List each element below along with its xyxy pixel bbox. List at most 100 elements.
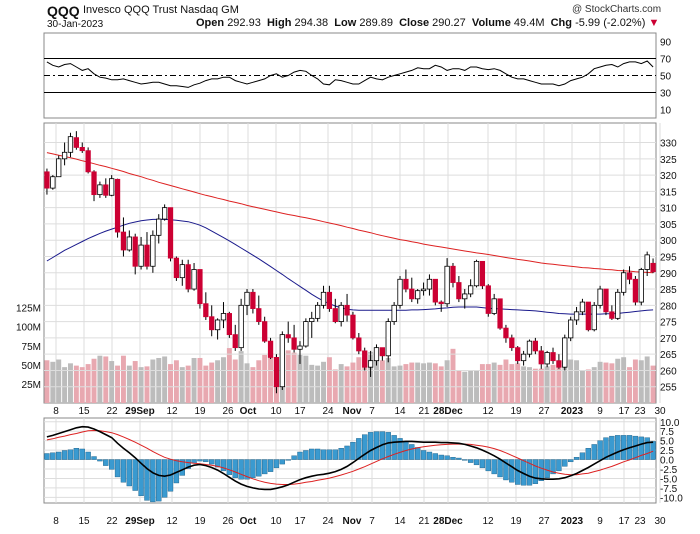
candle-body <box>438 301 444 305</box>
candle-body <box>156 218 162 236</box>
volume-bar <box>362 357 368 403</box>
candle-body <box>373 347 380 362</box>
rsi-tick-label: 90 <box>660 38 672 49</box>
candle-body <box>332 308 338 323</box>
low-label: Low <box>334 17 357 29</box>
price-x-tick-label: 26 <box>222 406 234 417</box>
candle-body <box>532 340 539 352</box>
volume-bar <box>232 359 238 403</box>
candle-body <box>344 304 350 316</box>
volume-bar <box>303 355 309 403</box>
volume-bar <box>132 361 138 403</box>
volume-bar <box>515 363 521 403</box>
volume-bar <box>503 359 509 403</box>
candle-body <box>650 262 656 273</box>
macd-x-tick-label: 12 <box>166 516 178 527</box>
volume-bar <box>50 361 56 403</box>
candle-body <box>426 278 433 290</box>
volume-bar <box>379 360 385 403</box>
candle-body <box>267 340 274 358</box>
candle-body <box>91 171 97 196</box>
candle-body <box>309 317 315 323</box>
price-x-tick-label: 12 <box>482 406 494 417</box>
macd-histogram-bar <box>438 454 444 460</box>
price-x-tick-label: 2023 <box>561 406 584 417</box>
volume-bar <box>485 364 491 403</box>
macd-histogram-bar <box>214 459 221 468</box>
volume-bar <box>638 360 644 403</box>
candle-body <box>126 236 132 251</box>
macd-histogram-bar <box>256 459 262 477</box>
price-x-tick-label: 7 <box>369 406 375 417</box>
volume-bar <box>344 366 350 403</box>
candle-body <box>279 334 285 388</box>
candle-body <box>44 171 50 189</box>
candle-body <box>350 314 356 339</box>
price-x-tick-label: 8 <box>53 406 59 417</box>
macd-histogram-bar <box>209 459 215 465</box>
rsi-tick-label: 10 <box>660 106 672 117</box>
volume-bar <box>109 361 115 403</box>
volume-bar <box>450 348 456 403</box>
price-x-tick-label: Nov <box>343 406 362 417</box>
candle-body <box>56 158 62 178</box>
volume-bar <box>603 362 609 403</box>
volume-bar <box>585 369 591 403</box>
copyright-link[interactable]: @ StockCharts.com <box>572 4 662 15</box>
candle-body <box>362 350 368 368</box>
macd-histogram-bar <box>356 438 362 460</box>
volume-bar <box>550 364 556 403</box>
price-tick-label: 315 <box>660 187 677 198</box>
volume-bar <box>197 357 203 403</box>
macd-histogram-bar <box>161 459 168 498</box>
candle-body <box>179 264 185 279</box>
price-tick-label: 275 <box>660 318 677 329</box>
macd-x-tick-label: 12 <box>482 516 494 527</box>
volume-value: 49.4M <box>513 17 545 29</box>
price-x-tick-label: 19 <box>510 406 522 417</box>
price-tick-label: 255 <box>660 383 677 394</box>
candle-body <box>120 231 127 251</box>
macd-histogram-bar <box>485 459 491 472</box>
candle-body <box>603 288 609 313</box>
volume-bar <box>221 357 226 403</box>
macd-histogram-bar <box>232 459 238 478</box>
macd-histogram-bar <box>244 459 250 480</box>
volume-tick-label: 100M <box>16 323 41 334</box>
candle-body <box>591 304 597 331</box>
ticker-symbol: QQQ <box>47 3 80 19</box>
macd-histogram-bar <box>603 437 609 460</box>
macd-x-tick-label: 7 <box>369 516 375 527</box>
macd-tick-label: -5.0 <box>660 474 678 485</box>
volume-bar <box>538 368 544 403</box>
volume-tick-label: 125M <box>16 304 41 315</box>
price-tick-label: 310 <box>660 204 677 215</box>
volume-bar <box>444 360 450 403</box>
candle-body <box>367 360 374 368</box>
macd-histogram-bar <box>203 459 209 463</box>
volume-bar <box>238 351 244 403</box>
volume-bar <box>203 365 209 403</box>
candle-body <box>620 272 627 293</box>
macd-x-tick-label: 9 <box>597 516 603 527</box>
macd-histogram-bar <box>285 459 291 461</box>
volume-bar <box>409 362 415 403</box>
candle-body <box>509 337 515 349</box>
macd-histogram-bar <box>297 451 303 460</box>
volume-bar <box>391 366 397 403</box>
volume-bar <box>156 357 162 403</box>
macd-histogram-bar <box>179 459 185 476</box>
candle-body <box>432 278 438 303</box>
volume-bar <box>191 357 197 403</box>
price-tick-label: 285 <box>660 285 677 296</box>
candle-body <box>467 285 474 295</box>
price-x-tick-label: 12 <box>166 406 178 417</box>
candle-body <box>615 291 621 319</box>
macd-histogram-bar <box>238 459 244 480</box>
candle-body <box>420 288 427 292</box>
volume-bar <box>591 367 597 403</box>
candle-body <box>479 260 486 287</box>
price-x-tick-label: 22 <box>106 406 118 417</box>
macd-histogram-bar <box>526 459 533 486</box>
macd-x-tick-label: 17 <box>294 516 306 527</box>
